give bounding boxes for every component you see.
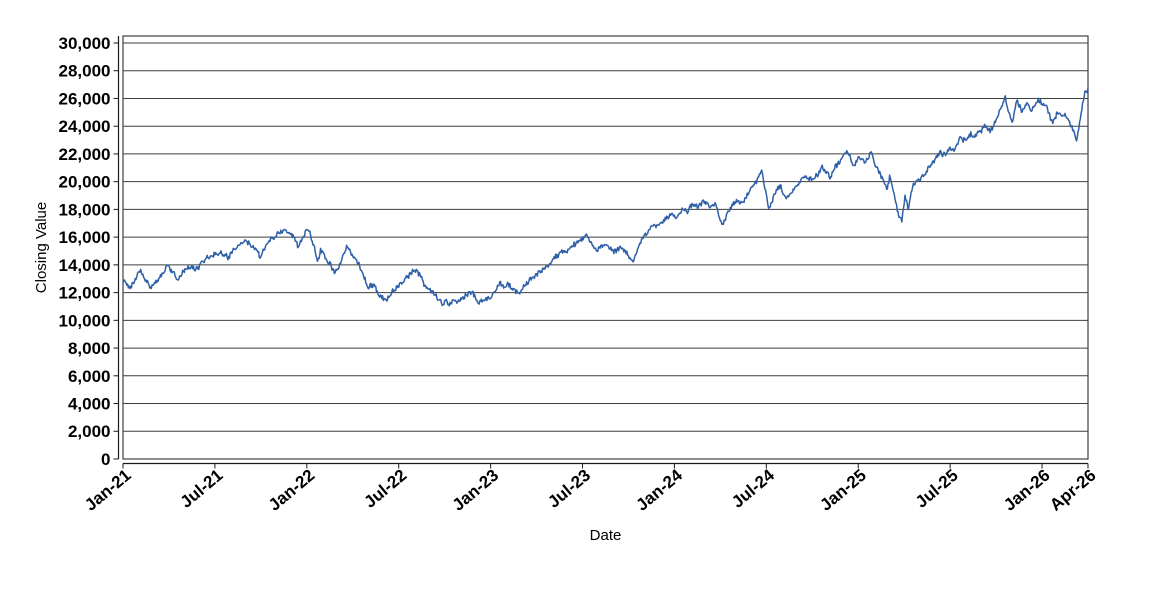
- y-tick-label: 8,000: [68, 339, 111, 358]
- y-tick-label: 14,000: [59, 256, 111, 275]
- x-tick-label: Jan-22: [265, 466, 318, 515]
- y-tick-label: 6,000: [68, 367, 111, 386]
- series-line-closing-value: [122, 87, 1089, 307]
- x-tick-label: Jan-21: [81, 466, 134, 515]
- x-tick-label: Jan-25: [816, 466, 869, 515]
- y-tick-label: 24,000: [59, 117, 111, 136]
- y-tick-label: 30,000: [59, 34, 111, 53]
- plot-frame: [122, 35, 1089, 460]
- x-tick-label: Apr-26: [1046, 466, 1099, 515]
- x-tick-label: Jul-25: [912, 466, 962, 512]
- x-axis-title: Date: [590, 527, 622, 544]
- y-tick-label: 16,000: [59, 228, 111, 247]
- y-tick-label: 26,000: [59, 89, 111, 108]
- y-tick-label: 22,000: [59, 145, 111, 164]
- x-tick-label: Jul-21: [177, 466, 227, 512]
- y-tick-label: 2,000: [68, 422, 111, 441]
- y-tick-label: 28,000: [59, 62, 111, 81]
- y-tick-label: 4,000: [68, 394, 111, 413]
- x-tick-label: Jan-26: [1000, 466, 1053, 515]
- y-tick-label: 18,000: [59, 200, 111, 219]
- x-tick-label: Jul-22: [360, 466, 410, 512]
- y-tick-label: 20,000: [59, 173, 111, 192]
- y-tick-label: 0: [101, 450, 110, 469]
- x-tick-label: Jan-23: [449, 466, 502, 515]
- y-tick-label: 12,000: [59, 284, 111, 303]
- y-axis-title: Closing Value: [33, 202, 50, 293]
- x-tick-label: Jul-23: [544, 466, 594, 512]
- y-tick-label: 10,000: [59, 311, 111, 330]
- x-tick-label: Jul-24: [728, 465, 778, 511]
- x-tick-label: Jan-24: [633, 465, 687, 515]
